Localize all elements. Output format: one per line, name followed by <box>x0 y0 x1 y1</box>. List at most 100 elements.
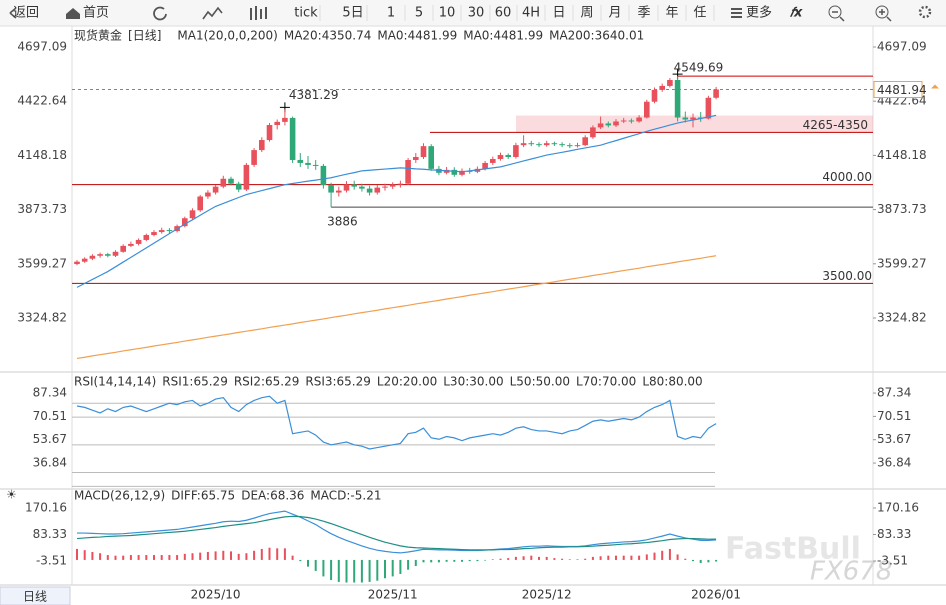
period-button[interactable]: 日 <box>552 6 565 21</box>
candle-body <box>513 145 519 158</box>
macd-bar <box>237 553 240 560</box>
candle-body <box>667 80 673 86</box>
macd-bar <box>422 559 425 563</box>
back-icon[interactable] <box>9 7 17 19</box>
candle-body <box>690 117 696 120</box>
candle-body <box>143 235 150 240</box>
high-label: 4549.69 <box>674 61 724 75</box>
macd-bar <box>707 559 710 563</box>
legend-item: MA0:4481.99 <box>463 29 543 43</box>
period-button[interactable]: 4H <box>522 6 540 21</box>
candle-body <box>351 184 357 187</box>
legend-period: [日线] <box>128 29 161 43</box>
macd-bar <box>538 556 540 560</box>
period-button[interactable]: 月 <box>608 6 621 21</box>
macd-bar <box>176 555 179 560</box>
candle-body <box>674 80 681 118</box>
macd-bar <box>230 551 232 560</box>
legend-item: MA0:4481.99 <box>377 29 457 43</box>
period-button[interactable]: 周 <box>580 6 593 21</box>
y-tick-label: 170.16 <box>25 501 67 515</box>
period-button[interactable]: tick <box>294 6 318 21</box>
home-icon[interactable] <box>66 8 80 19</box>
macd-line <box>76 515 717 551</box>
period-button[interactable]: 季 <box>637 6 650 21</box>
period-button[interactable]: 5日 <box>342 6 363 21</box>
macd-icon[interactable]: ☀ <box>6 488 17 502</box>
macd-bar <box>214 551 217 560</box>
back-button[interactable]: 返回 <box>13 6 39 21</box>
candle-body <box>182 218 188 227</box>
y-tick-label-right: 70.51 <box>877 409 911 423</box>
candle-body <box>613 121 619 126</box>
macd-bar <box>145 555 148 560</box>
macd-bar <box>283 548 286 560</box>
home-button[interactable]: 首页 <box>83 6 109 21</box>
refresh-icon[interactable] <box>153 6 167 21</box>
candle-body <box>543 143 550 146</box>
macd-bar <box>168 555 171 560</box>
candle-body <box>397 183 404 185</box>
candle-body <box>212 186 219 193</box>
candle-body <box>282 117 288 122</box>
period-tab[interactable] <box>0 586 71 605</box>
zoom-out-icon[interactable] <box>828 5 842 19</box>
candle-body <box>128 243 134 246</box>
y-tick-label-right: 4697.09 <box>877 40 927 54</box>
macd-bar <box>676 554 679 560</box>
legend-item: L80:80.00 <box>642 375 702 389</box>
formula-icon[interactable]: 𝑓x <box>789 6 803 21</box>
candle-body <box>428 146 434 169</box>
y-tick-label: 3873.73 <box>17 202 67 216</box>
zoom-in-line <box>879 9 892 22</box>
macd-bar <box>222 550 225 560</box>
candle-body <box>120 245 126 252</box>
macd-bar <box>114 555 117 560</box>
macd-bar <box>191 553 194 560</box>
chart-type-icon[interactable] <box>202 6 223 20</box>
period-button[interactable]: 10 <box>439 6 456 21</box>
toolbar-bg <box>0 0 946 26</box>
macd-bar <box>645 554 648 560</box>
period-button[interactable]: 60 <box>495 6 512 21</box>
macd-bar <box>199 552 202 560</box>
period-button[interactable]: 1 <box>387 6 395 21</box>
candle-body <box>97 254 103 256</box>
macd-bar <box>437 559 440 563</box>
macd-bar <box>99 553 102 560</box>
macd-bar <box>430 559 433 563</box>
macd-bar <box>299 559 302 562</box>
legend-item: MACD:-5.21 <box>310 489 381 503</box>
macd-bar <box>599 556 602 560</box>
y-tick-label-right: 170.16 <box>877 501 919 515</box>
candle-icon[interactable] <box>250 6 267 20</box>
legend-item: MA20:4350.74 <box>284 29 372 43</box>
zoom-out-line <box>832 11 845 22</box>
zoom-in-icon[interactable] <box>875 5 889 19</box>
macd-bar <box>76 548 78 560</box>
period-button[interactable]: 30 <box>468 6 485 21</box>
candle-body <box>644 101 650 118</box>
candle-body <box>74 261 80 265</box>
macd-bar <box>360 559 363 583</box>
toolbar: 返回 首页 更多 𝑓x tick 5日 1 5 10 30 60 4H 日周月 季年任 <box>0 0 946 27</box>
period-button[interactable]: 年 <box>665 6 678 21</box>
candle-body <box>597 123 604 128</box>
y-tick-label: 83.33 <box>33 527 67 541</box>
more-button[interactable]: 更多 <box>746 5 772 21</box>
candle-body <box>359 186 365 189</box>
settings-icon[interactable] <box>918 5 932 19</box>
y-tick-label-right: 36.84 <box>877 456 911 470</box>
candle-body <box>166 230 173 232</box>
period-button[interactable]: 5 <box>415 6 423 21</box>
macd-bar <box>668 548 671 560</box>
macd-bar <box>183 553 186 560</box>
macd-bar <box>106 555 109 560</box>
more-icon[interactable] <box>731 8 742 18</box>
candle-body <box>420 146 427 158</box>
period-tab-label[interactable]: 日线 <box>23 590 47 604</box>
period-button[interactable]: 任 <box>693 6 706 21</box>
macd-bar <box>591 556 594 560</box>
candle-body <box>497 155 504 159</box>
macd-bar <box>453 559 456 562</box>
